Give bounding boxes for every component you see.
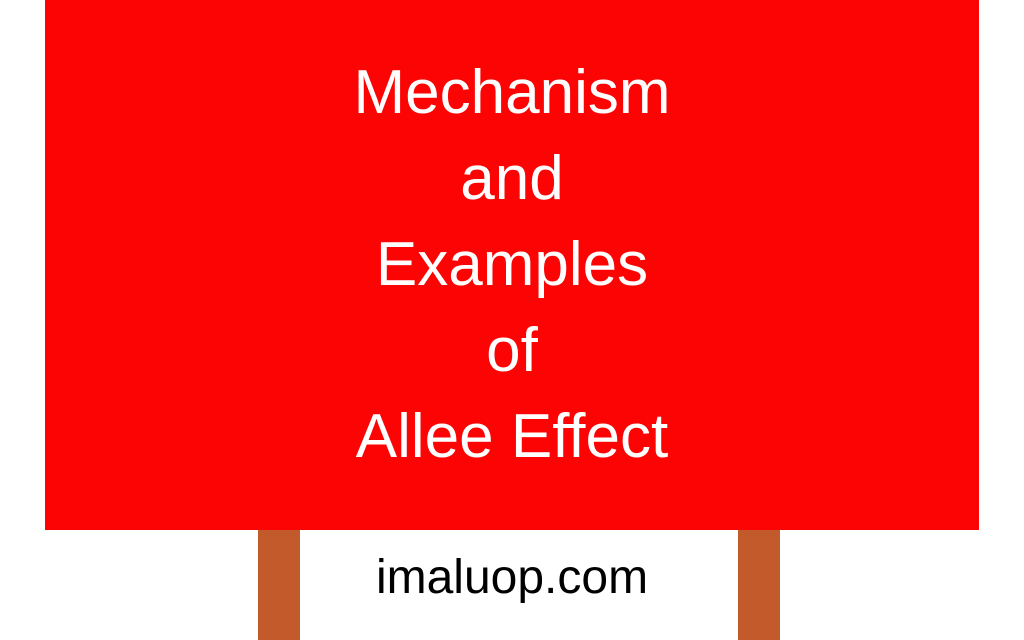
title-line-4: of: [486, 317, 538, 385]
title-line-5: Allee Effect: [356, 403, 668, 471]
title-panel: Mechanism and Examples of Allee Effect: [45, 0, 979, 530]
title-line-2: and: [460, 145, 563, 213]
title-line-1: Mechanism: [354, 59, 671, 127]
footer-domain: imaluop.com: [0, 550, 1024, 605]
title-line-3: Examples: [376, 231, 648, 299]
